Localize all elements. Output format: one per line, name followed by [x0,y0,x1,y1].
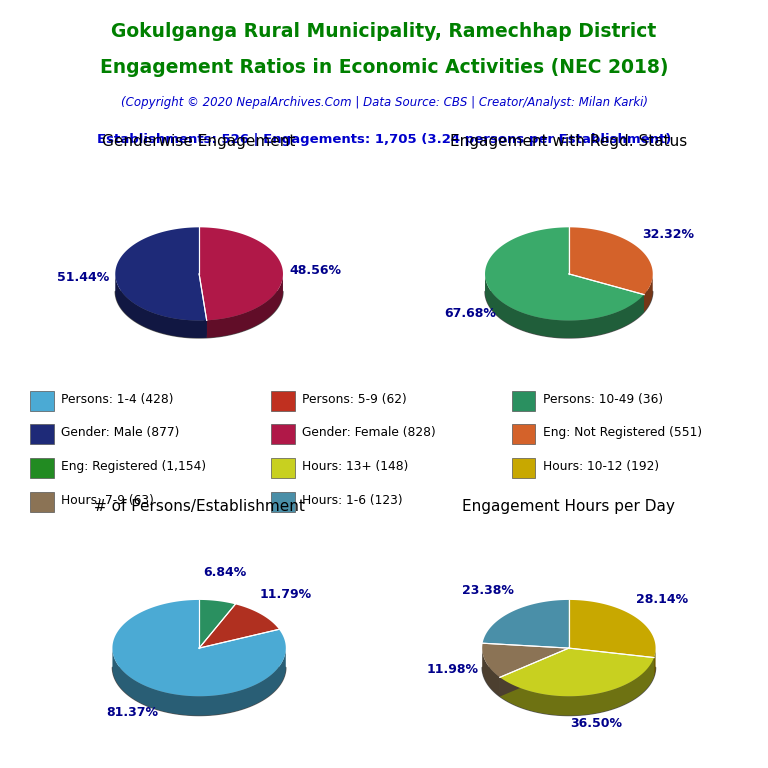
Text: Hours: 7-9 (63): Hours: 7-9 (63) [61,494,154,507]
Bar [30,458,54,478]
Polygon shape [569,648,654,677]
Text: 81.37%: 81.37% [107,706,159,719]
Text: 48.56%: 48.56% [290,264,342,277]
Title: # of Persons/Establishment: # of Persons/Establishment [94,499,305,515]
Text: Gender: Male (877): Gender: Male (877) [61,426,180,439]
Text: Eng: Registered (1,154): Eng: Registered (1,154) [61,460,207,473]
Polygon shape [112,649,286,716]
Text: 11.98%: 11.98% [427,663,479,676]
Polygon shape [500,648,569,697]
Bar [511,425,535,445]
Text: Gender: Female (828): Gender: Female (828) [302,426,435,439]
Text: Persons: 5-9 (62): Persons: 5-9 (62) [302,392,407,406]
Bar [30,492,54,512]
Text: Persons: 10-49 (36): Persons: 10-49 (36) [542,392,663,406]
Polygon shape [569,274,644,312]
Polygon shape [569,648,654,677]
Text: (Copyright © 2020 NepalArchives.Com | Data Source: CBS | Creator/Analyst: Milan : (Copyright © 2020 NepalArchives.Com | Da… [121,96,647,109]
Text: Establishments: 526 | Engagements: 1,705 (3.24 persons per Establishment): Establishments: 526 | Engagements: 1,705… [97,133,671,146]
Text: 11.79%: 11.79% [260,588,312,601]
Text: 23.38%: 23.38% [462,584,514,598]
Text: 36.50%: 36.50% [570,717,622,730]
Polygon shape [199,604,279,648]
Polygon shape [500,648,569,697]
Polygon shape [199,227,283,320]
Bar [30,425,54,445]
Polygon shape [115,227,207,320]
Polygon shape [485,274,644,338]
Bar [271,492,295,512]
Title: Engagement Hours per Day: Engagement Hours per Day [462,499,675,515]
Text: Gokulganga Rural Municipality, Ramechhap District: Gokulganga Rural Municipality, Ramechhap… [111,22,657,41]
Polygon shape [112,667,286,716]
Text: Hours: 10-12 (192): Hours: 10-12 (192) [542,460,659,473]
Title: Genderwise Engagement: Genderwise Engagement [102,134,296,149]
Polygon shape [482,644,569,677]
Text: Engagement Ratios in Economic Activities (NEC 2018): Engagement Ratios in Economic Activities… [100,58,668,78]
Polygon shape [115,291,283,338]
Polygon shape [207,275,283,338]
Title: Engagement with Regd. Status: Engagement with Regd. Status [450,134,687,149]
Text: Persons: 1-4 (428): Persons: 1-4 (428) [61,392,174,406]
Polygon shape [482,600,569,648]
Bar [30,391,54,411]
Text: Hours: 1-6 (123): Hours: 1-6 (123) [302,494,402,507]
Polygon shape [500,657,654,716]
Polygon shape [199,274,207,338]
Text: Hours: 13+ (148): Hours: 13+ (148) [302,460,409,473]
Polygon shape [199,274,207,338]
Bar [271,425,295,445]
Text: 32.32%: 32.32% [642,228,694,241]
Polygon shape [569,600,656,657]
Polygon shape [654,648,656,677]
Bar [511,458,535,478]
Polygon shape [199,600,235,648]
Polygon shape [569,274,644,312]
Polygon shape [112,600,286,697]
Text: 28.14%: 28.14% [636,593,688,606]
Polygon shape [115,274,207,338]
Polygon shape [485,291,653,338]
Text: 51.44%: 51.44% [57,271,109,284]
Polygon shape [500,648,654,697]
Bar [271,458,295,478]
Polygon shape [482,667,656,716]
Text: Eng: Not Registered (551): Eng: Not Registered (551) [542,426,702,439]
Bar [511,391,535,411]
Bar [271,391,295,411]
Polygon shape [569,227,653,295]
Text: 67.68%: 67.68% [444,306,496,319]
Text: 6.84%: 6.84% [204,566,247,579]
Polygon shape [644,275,653,312]
Polygon shape [485,227,644,320]
Polygon shape [482,648,500,697]
